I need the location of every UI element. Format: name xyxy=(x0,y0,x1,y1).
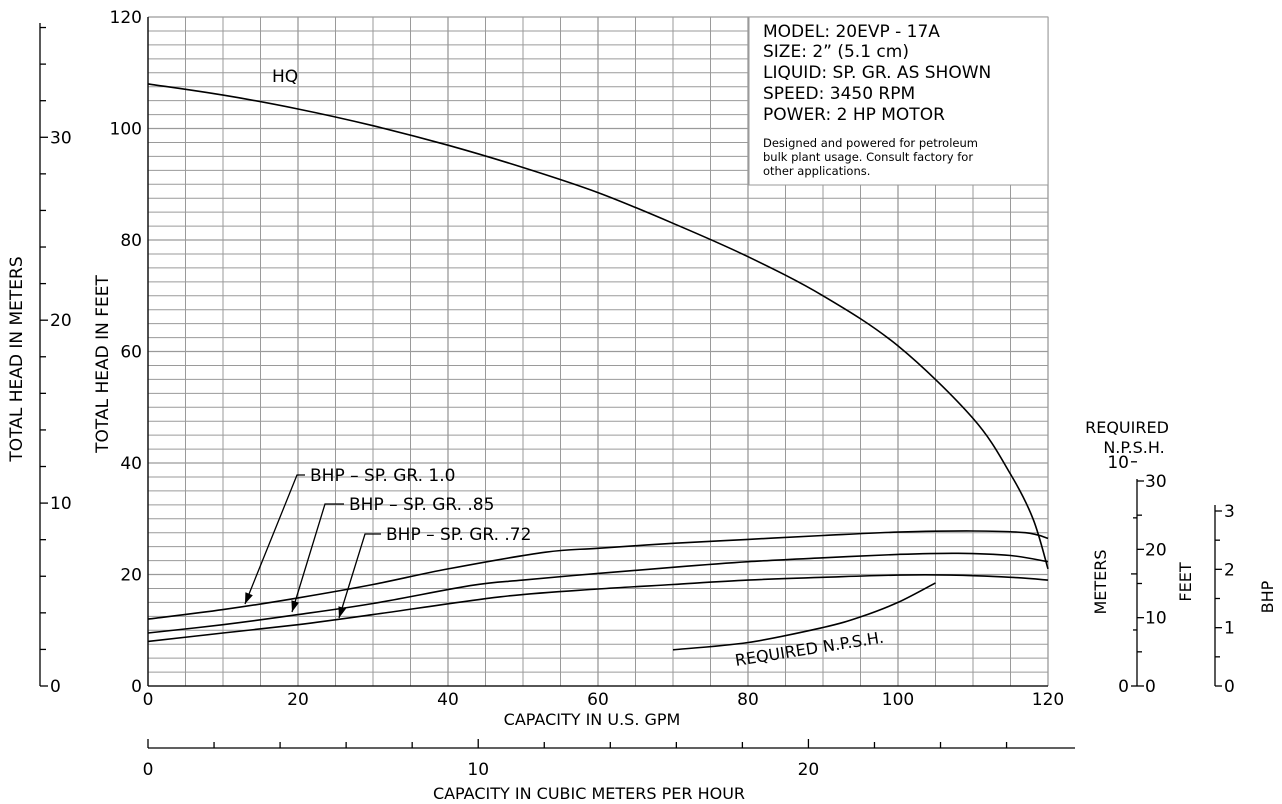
info-model: MODEL: 20EVP - 17A xyxy=(763,22,940,42)
x-tick-label: 80 xyxy=(737,690,759,710)
x2-axis-title: CAPACITY IN CUBIC METERS PER HOUR xyxy=(433,784,745,803)
cmh-tick-label: 10 xyxy=(467,760,489,780)
bhp-85-label: BHP – SP. GR. .85 xyxy=(349,495,494,515)
bhp-1-arrow xyxy=(244,474,305,605)
bhp-85-curve xyxy=(147,552,1049,634)
info-note-1: Designed and powered for petroleum xyxy=(763,136,978,150)
npsh-feet-tick-label: 0 xyxy=(1145,677,1156,697)
hq-label: HQ xyxy=(272,67,298,87)
x-tick-label: 40 xyxy=(437,690,459,710)
meters-tick-label: 10 xyxy=(50,494,72,514)
meters-tick-label: 20 xyxy=(50,311,72,331)
info-size: SIZE: 2” (5.1 cm) xyxy=(763,42,909,62)
npsh-feet-tick-label: 10 xyxy=(1145,609,1167,629)
x-tick-label: 120 xyxy=(1032,690,1064,710)
bhp-tick-label: 3 xyxy=(1224,502,1235,522)
chart-curves xyxy=(147,83,1049,651)
npsh-meters-tick-label: 10 xyxy=(1107,453,1129,473)
x-tick-label: 100 xyxy=(882,690,914,710)
x-tick-label: 0 xyxy=(143,690,154,710)
npsh-meters-title: METERS xyxy=(1091,549,1110,614)
bhp-1-label: BHP – SP. GR. 1.0 xyxy=(310,466,455,486)
bhp-72-arrow-head xyxy=(338,606,347,618)
chart-grid xyxy=(147,16,1049,687)
npsh-curve-label: REQUIRED N.P.S.H. xyxy=(734,628,885,670)
info-speed: SPEED: 3450 RPM xyxy=(763,84,915,104)
y-tick-label: 100 xyxy=(110,120,142,140)
cmh-tick-label: 0 xyxy=(143,760,154,780)
npsh-title-line2: N.P.S.H. xyxy=(1103,438,1164,457)
meters-tick-label: 0 xyxy=(50,677,61,697)
x-tick-label: 60 xyxy=(587,690,609,710)
x-tick-label: 20 xyxy=(287,690,309,710)
hq-curve xyxy=(147,83,1049,570)
bhp-tick-label: 1 xyxy=(1224,619,1235,639)
bhp-1-curve xyxy=(147,530,1049,620)
info-liquid: LIQUID: SP. GR. AS SHOWN xyxy=(763,63,991,83)
bhp-72-curve xyxy=(147,574,1049,643)
npsh-title-line1: REQUIRED xyxy=(1085,418,1169,437)
bhp-tick-label: 0 xyxy=(1224,677,1235,697)
info-note-2: bulk plant usage. Consult factory for xyxy=(763,150,973,164)
npsh-feet-tick-label: 30 xyxy=(1145,472,1167,492)
meters-tick-label: 30 xyxy=(50,128,72,148)
y-axis-title: TOTAL HEAD IN FEET xyxy=(93,275,113,454)
npsh-feet-title: FEET xyxy=(1176,562,1195,601)
y-tick-label: 0 xyxy=(131,677,142,697)
info-power: POWER: 2 HP MOTOR xyxy=(763,105,945,125)
npsh-meters-tick-label: 0 xyxy=(1118,677,1129,697)
y2-axis-title: TOTAL HEAD IN METERS xyxy=(7,256,27,462)
npsh-feet-tick-label: 20 xyxy=(1145,540,1167,560)
y-tick-label: 40 xyxy=(120,454,142,474)
info-box: MODEL: 20EVP - 17A SIZE: 2” (5.1 cm) LIQ… xyxy=(748,16,1049,186)
chart-axes xyxy=(39,17,1222,749)
bhp-tick-label: 2 xyxy=(1224,560,1235,580)
y-tick-label: 80 xyxy=(120,231,142,251)
bhp-85-arrow-head xyxy=(291,600,300,612)
x-axis-title: CAPACITY IN U.S. GPM xyxy=(504,710,681,729)
bhp-72-arrow xyxy=(338,533,381,619)
y-tick-label: 60 xyxy=(120,343,142,363)
y-tick-label: 20 xyxy=(120,566,142,586)
info-note-3: other applications. xyxy=(763,164,870,178)
bhp-72-label: BHP – SP. GR. .72 xyxy=(386,525,531,545)
npsh-curve xyxy=(672,582,936,651)
bhp-1-arrow-head xyxy=(245,592,253,604)
y-tick-label: 120 xyxy=(110,8,142,28)
bhp-85-arrow xyxy=(291,503,344,613)
bhp-axis-title: BHP xyxy=(1258,580,1277,613)
cmh-tick-label: 20 xyxy=(798,760,820,780)
